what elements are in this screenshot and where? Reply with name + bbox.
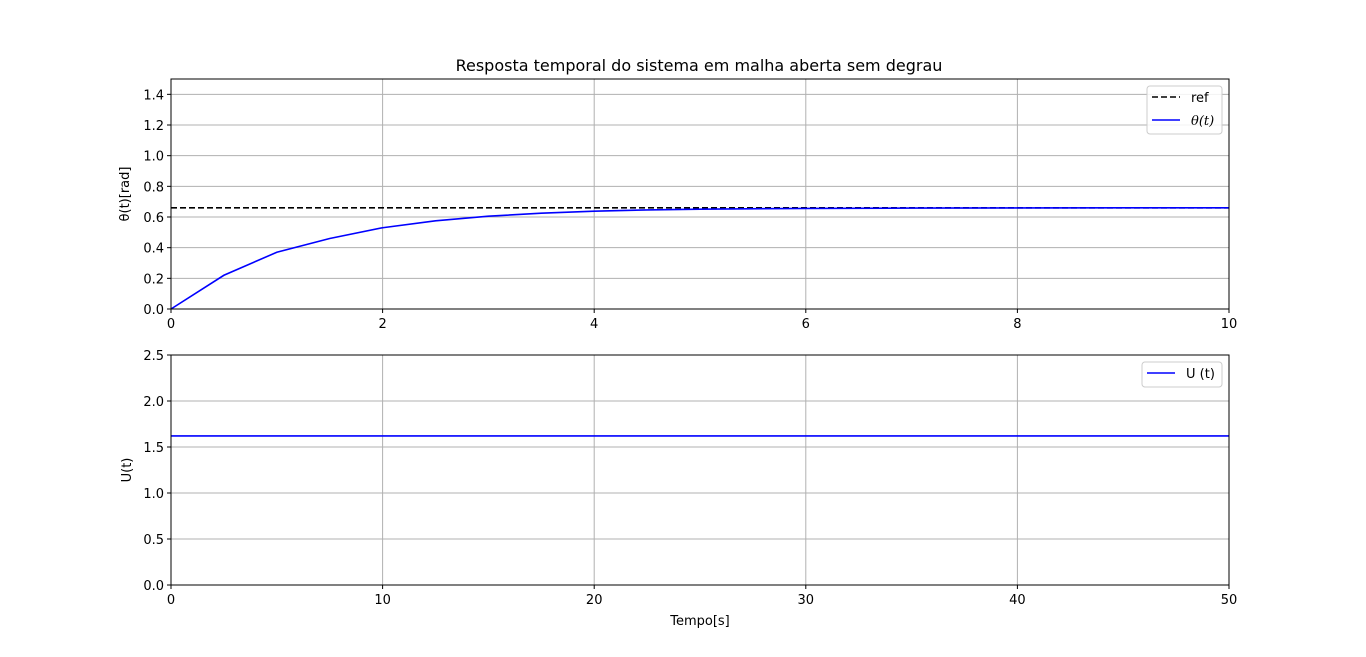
- y-tick-label: 1.5: [143, 441, 164, 456]
- top-series: [170, 207, 1229, 310]
- x-tick-label: 8: [1013, 317, 1021, 332]
- y-tick-label: 2.5: [143, 349, 164, 364]
- x-tick-label: 40: [1009, 593, 1026, 608]
- top-ylabel: θ(t)[rad]: [118, 167, 133, 222]
- legend-label: θ(t): [1191, 114, 1214, 129]
- legend-frame: [1141, 361, 1223, 388]
- bottom-grid: [170, 354, 1230, 586]
- y-tick-label: 0.0: [143, 579, 164, 594]
- legend-label: U (t): [1186, 367, 1215, 382]
- top-axes-frame: [170, 78, 1230, 310]
- x-tick-label: 50: [1221, 593, 1238, 608]
- bottom-legend: U (t): [1141, 361, 1223, 388]
- bottom-ylabel: U(t): [120, 458, 135, 483]
- legend-label: ref: [1191, 91, 1209, 106]
- y-tick-label: 0.4: [143, 242, 164, 257]
- x-tick-label: 2: [378, 317, 386, 332]
- top-subplot: 0 2 4 6 8 10 0.0 0.2 0.4 0.6 0.8 1.0 1.2 1.4 θ(t)[rad…: [118, 78, 1237, 332]
- y-tick-label: 0.5: [143, 533, 164, 548]
- top-grid: [170, 79, 1230, 310]
- x-tick-label: 20: [586, 593, 603, 608]
- top-legend: ref θ(t): [1146, 85, 1223, 135]
- y-tick-label: 1.0: [143, 150, 164, 165]
- bottom-xlabel: Tempo[s]: [669, 614, 730, 629]
- y-tick-label: 1.2: [143, 119, 164, 134]
- bottom-axes-frame: [170, 354, 1230, 586]
- y-tick-label: 1.4: [143, 88, 164, 103]
- bottom-ticks: 0 10 20 30 40 50 0.0 0.5 1.0 1.5 2.0 2.5: [143, 349, 1237, 608]
- x-tick-label: 30: [798, 593, 815, 608]
- x-tick-label: 6: [802, 317, 810, 332]
- y-tick-label: 0.8: [143, 180, 164, 195]
- x-tick-label: 0: [167, 317, 175, 332]
- y-tick-label: 0.2: [143, 272, 164, 287]
- y-tick-label: 2.0: [143, 395, 164, 410]
- x-tick-label: 4: [590, 317, 598, 332]
- x-tick-label: 0: [167, 593, 175, 608]
- series-line: [170, 207, 1229, 310]
- top-ticks: 0 2 4 6 8 10 0.0 0.2 0.4 0.6 0.8 1.0 1.2 1.4: [143, 88, 1237, 332]
- y-tick-label: 0.0: [143, 303, 164, 318]
- x-tick-label: 10: [1221, 317, 1238, 332]
- legend-frame: [1146, 85, 1223, 135]
- chart-title: Resposta temporal do sistema em malha ab…: [456, 56, 943, 75]
- y-tick-label: 1.0: [143, 487, 164, 502]
- y-tick-label: 0.6: [143, 211, 164, 226]
- x-tick-label: 10: [374, 593, 391, 608]
- bottom-subplot: 0 10 20 30 40 50 0.0 0.5 1.0 1.5 2.0 2.5 U(t) Tempo…: [120, 349, 1237, 629]
